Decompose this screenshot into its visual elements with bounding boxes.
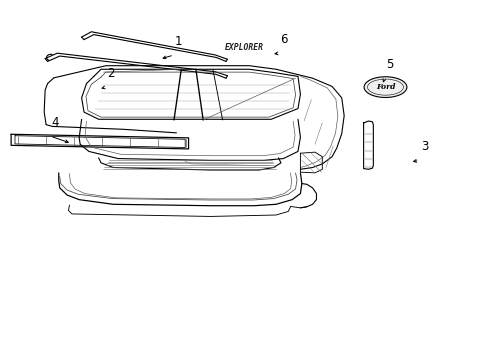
Text: 5: 5	[385, 58, 392, 71]
Text: Ford: Ford	[375, 83, 394, 91]
Text: EXPLORER: EXPLORER	[224, 43, 264, 52]
Text: 1: 1	[175, 35, 182, 48]
Text: 6: 6	[280, 33, 287, 46]
Ellipse shape	[364, 77, 406, 98]
Text: 3: 3	[420, 140, 427, 153]
Ellipse shape	[367, 79, 403, 95]
Text: 4: 4	[51, 116, 59, 129]
Text: 2: 2	[107, 67, 114, 80]
